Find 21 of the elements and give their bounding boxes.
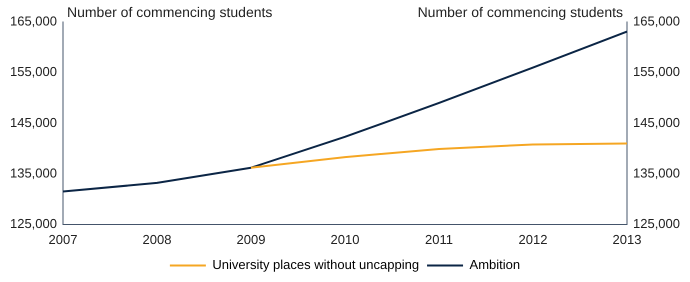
x-tick-label: 2011 <box>425 232 453 247</box>
y-tick-label: 135,000 <box>10 165 57 180</box>
x-tick-label: 2007 <box>48 232 78 247</box>
y-tick-label: 125,000 <box>10 216 57 231</box>
y2-tick-label: 125,000 <box>633 216 680 231</box>
x-tick-label: 2010 <box>330 232 360 247</box>
legend-label: University places without uncapping <box>212 257 420 272</box>
x-tick-label: 2009 <box>236 232 266 247</box>
y2-tick-label: 135,000 <box>633 165 680 180</box>
y-tick-label: 165,000 <box>10 14 57 29</box>
x-tick-label: 2013 <box>612 232 642 247</box>
y2-tick-label: 155,000 <box>633 64 680 80</box>
x-tick-label: 2012 <box>518 232 548 247</box>
y-tick-label: 145,000 <box>10 114 57 130</box>
legend-label: Ambition <box>470 257 520 272</box>
y2-tick-label: 145,000 <box>633 114 680 130</box>
y-axis-title: Number of commencing students <box>66 4 272 20</box>
y2-tick-label: 165,000 <box>633 14 680 29</box>
y2-axis-title: Number of commencing students <box>418 4 624 20</box>
y-tick-label: 155,000 <box>10 64 57 80</box>
x-tick-label: 2008 <box>142 232 172 247</box>
